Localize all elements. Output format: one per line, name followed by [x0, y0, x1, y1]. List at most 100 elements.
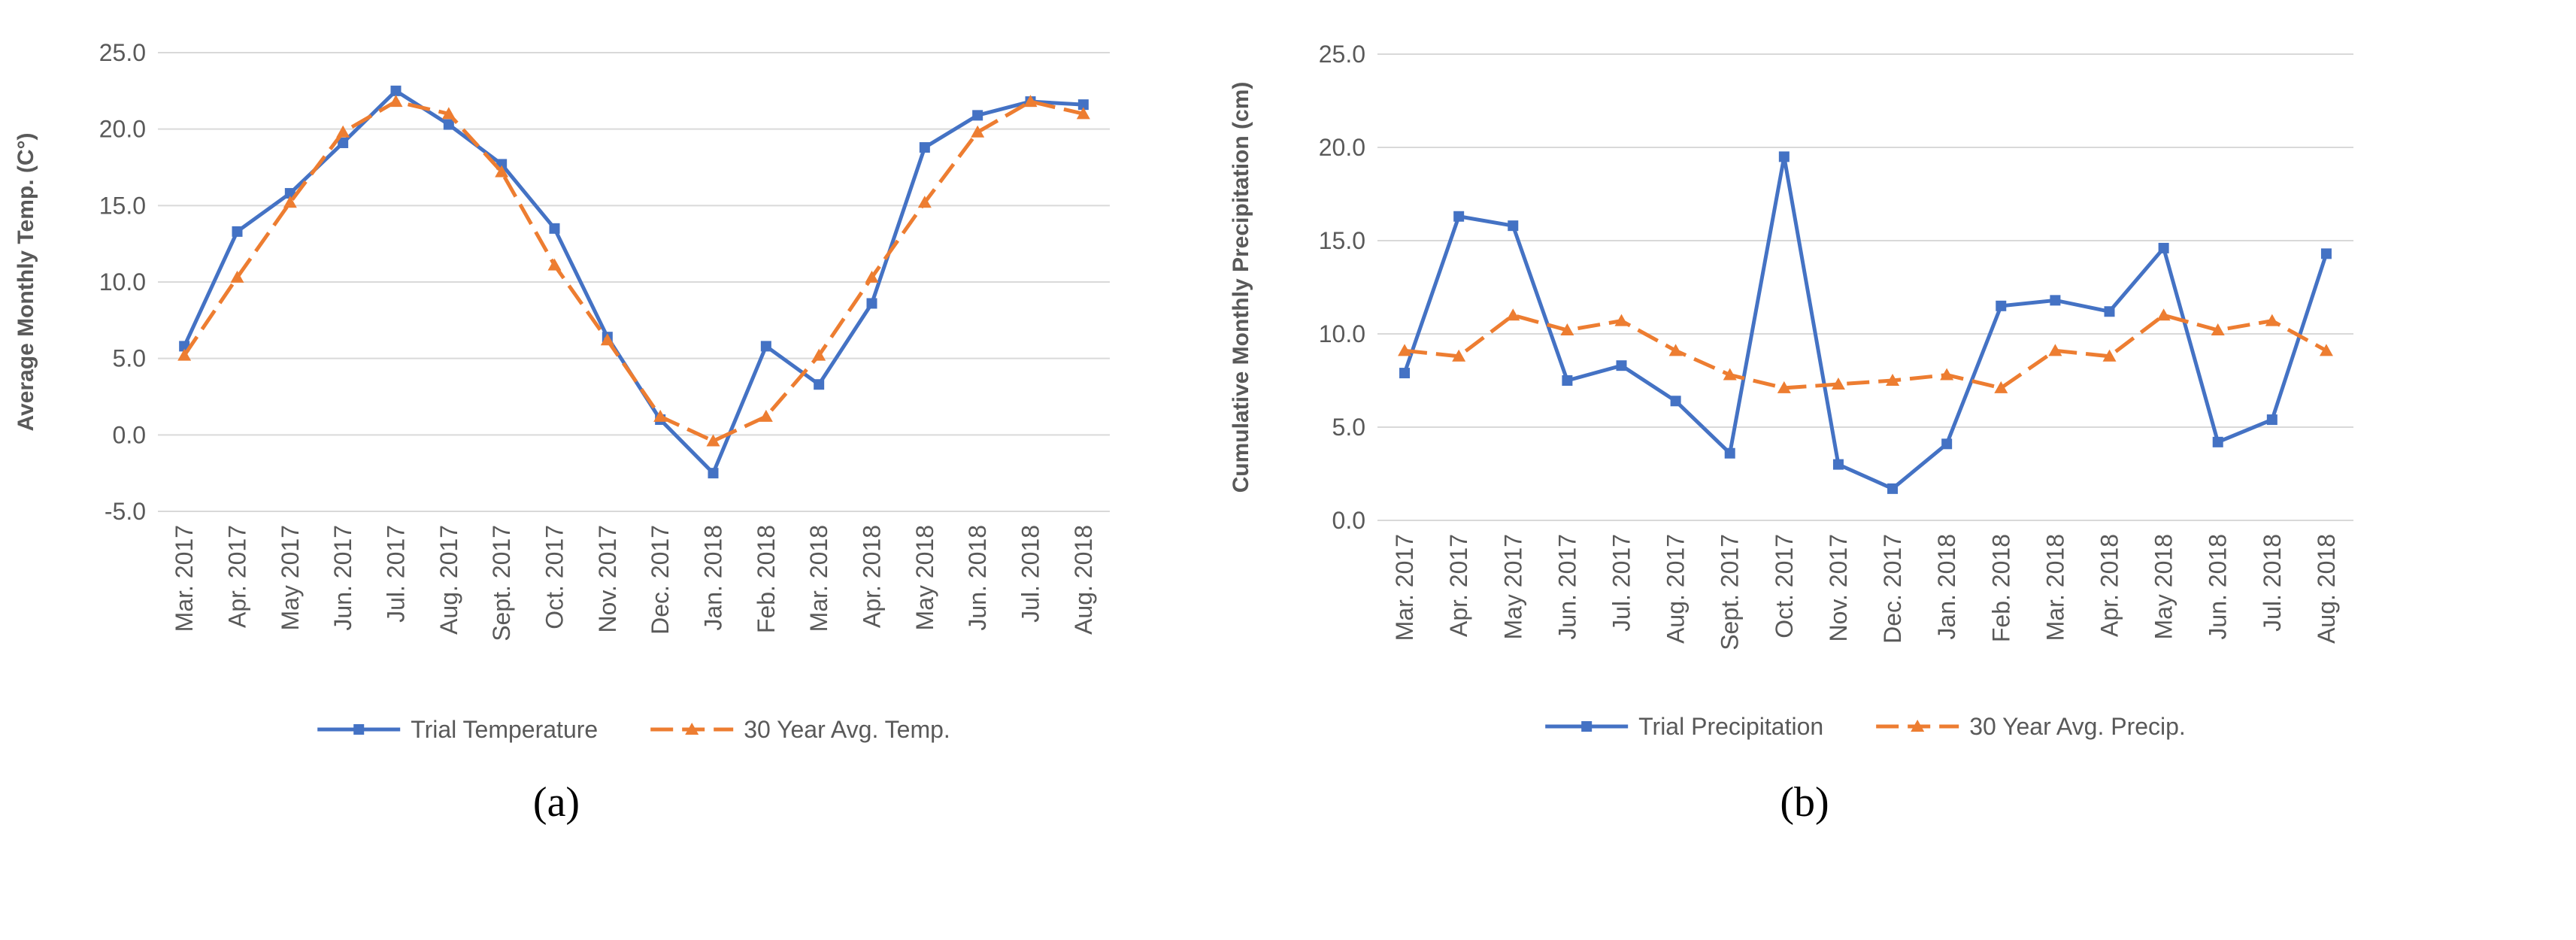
marker — [1887, 483, 1899, 494]
marker — [919, 142, 930, 153]
legend-label: 30 Year Avg. Temp. — [744, 716, 950, 743]
x-tick-label: Feb. 2018 — [1987, 534, 2014, 642]
x-tick-label: May 2018 — [911, 525, 938, 631]
legend: Trial Precipitation 30 Year Avg. Precip. — [1545, 713, 2186, 740]
marker — [2104, 306, 2115, 317]
marker — [866, 298, 877, 309]
marker — [443, 119, 454, 130]
marker — [708, 468, 719, 479]
marker — [283, 196, 297, 208]
caption: (a) — [533, 779, 580, 826]
marker — [653, 409, 668, 422]
marker — [2211, 323, 2225, 336]
marker — [971, 125, 985, 138]
marker — [2265, 314, 2279, 326]
marker — [1723, 368, 1737, 381]
marker — [1911, 720, 1925, 732]
marker — [2050, 295, 2061, 306]
marker — [1398, 344, 1412, 356]
marker — [1560, 323, 1574, 336]
marker — [2319, 344, 2333, 356]
marker — [441, 107, 456, 120]
marker — [1886, 374, 1900, 386]
marker — [1581, 721, 1593, 732]
marker — [177, 348, 192, 361]
marker — [338, 137, 349, 148]
marker — [232, 226, 243, 237]
marker — [1076, 107, 1090, 120]
marker — [600, 333, 614, 346]
x-tick-label: Jul. 2018 — [1017, 525, 1044, 623]
marker — [390, 85, 402, 96]
marker — [760, 341, 771, 352]
marker — [1616, 360, 1627, 371]
marker — [812, 348, 826, 361]
marker — [759, 409, 773, 422]
marker — [814, 379, 825, 390]
y-tick-label: 5.0 — [113, 345, 146, 372]
marker — [1778, 151, 1790, 162]
marker — [549, 223, 560, 234]
marker — [1506, 308, 1520, 321]
marker — [2320, 248, 2332, 259]
x-tick-label: Apr. 2018 — [2096, 534, 2123, 637]
y-tick-label: 0.0 — [113, 421, 146, 448]
marker — [1724, 447, 1735, 459]
marker — [230, 270, 244, 283]
x-tick-label: Jan. 2018 — [1933, 534, 1960, 640]
x-tick-label: Sept. 2017 — [488, 525, 515, 641]
x-tick-label: Dec. 2017 — [1879, 534, 1906, 644]
x-tick-label: Jul. 2018 — [2259, 534, 2286, 632]
y-tick-label: 10.0 — [1319, 320, 1365, 347]
x-tick-label: Mar. 2018 — [805, 525, 832, 632]
x-tick-label: Dec. 2017 — [647, 525, 674, 635]
marker — [1941, 438, 1953, 450]
y-axis-title: Average Monthly Temp. (C°) — [14, 132, 38, 431]
y-tick-label: 5.0 — [1332, 414, 1365, 441]
marker — [2212, 436, 2223, 447]
marker — [1562, 375, 1573, 386]
x-tick-label: Jul. 2017 — [1608, 534, 1635, 632]
series-line — [183, 99, 1084, 444]
marker — [2158, 242, 2169, 253]
marker — [336, 125, 350, 138]
x-tick-label: Jul. 2017 — [383, 525, 410, 623]
x-tick-label: Sept. 2017 — [1717, 534, 1744, 650]
marker — [1399, 368, 1411, 379]
marker — [917, 196, 932, 208]
legend-label: Trial Temperature — [411, 716, 598, 743]
x-tick-label: Mar. 2017 — [171, 525, 198, 632]
x-tick-label: Jun. 2017 — [1553, 534, 1580, 640]
x-tick-label: Jan. 2018 — [700, 525, 727, 631]
x-tick-label: Aug. 2017 — [1662, 534, 1690, 644]
series-line — [1404, 313, 2328, 390]
y-tick-label: 10.0 — [99, 268, 146, 296]
marker — [1940, 368, 1954, 381]
x-tick-label: Aug. 2018 — [2313, 534, 2340, 644]
y-tick-label: 20.0 — [1319, 134, 1365, 161]
marker — [706, 434, 720, 447]
x-tick-label: Nov. 2017 — [594, 525, 621, 633]
marker — [1668, 344, 1683, 356]
y-tick-label: 15.0 — [99, 192, 146, 219]
legend-label: 30 Year Avg. Precip. — [1969, 713, 2186, 740]
marker — [1670, 396, 1681, 407]
x-tick-label: Aug. 2017 — [435, 525, 462, 635]
series-line — [1402, 156, 2329, 491]
x-tick-label: Aug. 2018 — [1070, 525, 1097, 635]
x-tick-label: Apr. 2017 — [224, 525, 251, 628]
marker — [1777, 381, 1791, 393]
marker — [1452, 349, 1466, 362]
legend: Trial Temperature 30 Year Avg. Temp. — [317, 716, 950, 743]
x-tick-label: May 2018 — [2150, 534, 2177, 640]
marker — [1614, 314, 1629, 326]
x-tick-label: Mar. 2018 — [2041, 534, 2068, 641]
x-tick-label: May 2017 — [277, 525, 304, 631]
x-tick-label: Jun. 2017 — [329, 525, 356, 631]
marker — [2048, 344, 2062, 356]
marker — [2156, 308, 2171, 321]
x-tick-label: Jun. 2018 — [964, 525, 991, 631]
x-tick-label: Oct. 2017 — [1771, 534, 1798, 638]
marker — [353, 724, 365, 735]
x-tick-label: Apr. 2018 — [859, 525, 886, 628]
